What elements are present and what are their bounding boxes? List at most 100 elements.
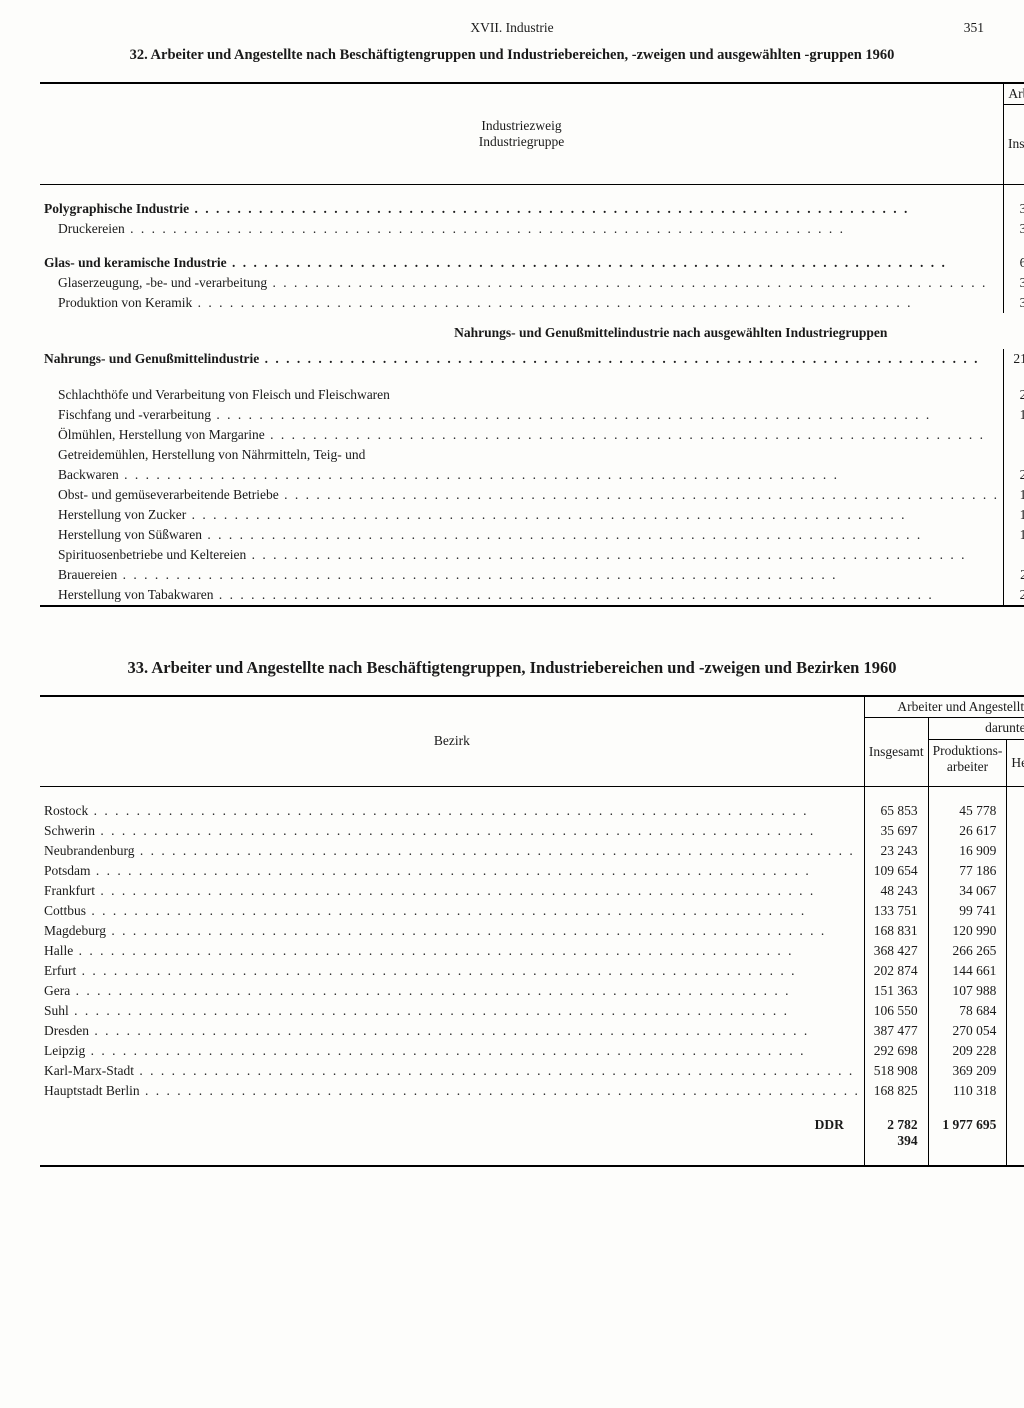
- cell: 14 127: [1004, 485, 1024, 505]
- cell: 35 697: [864, 821, 928, 841]
- row-label: Neubrandenburg: [40, 841, 864, 861]
- cell: 970: [1007, 921, 1024, 941]
- row-label: Spirituosenbetriebe und Keltereien: [40, 545, 1004, 565]
- cell: 77 186: [928, 861, 1007, 881]
- cell: 16 909: [928, 841, 1007, 861]
- cell: 151 363: [864, 981, 928, 1001]
- table-row: Produktion von Keramik31 82724 35122115 …: [40, 293, 1024, 313]
- row-label: Herstellung von Süßwaren: [40, 525, 1004, 545]
- cell: 34 067: [928, 881, 1007, 901]
- table-row: Leipzig292 698209 2285 067114 48713 139: [40, 1041, 1024, 1061]
- cell: 270 054: [928, 1021, 1007, 1041]
- cell: 66 796: [1004, 253, 1024, 273]
- row-label: Nahrungs- und Genußmittelindustrie: [40, 349, 1004, 385]
- cell: 31 827: [1004, 293, 1024, 313]
- cell: 103: [1007, 821, 1024, 841]
- row-label: Cottbus: [40, 901, 864, 921]
- cell: 13 219: [1004, 405, 1024, 425]
- cell: 26 617: [928, 821, 1007, 841]
- cell: 110 318: [928, 1081, 1007, 1101]
- table-row: Ölmühlen, Herstellung von Margarine4 381…: [40, 425, 1024, 445]
- row-label: Glas- und keramische Industrie: [40, 253, 1004, 273]
- cell: 107 988: [928, 981, 1007, 1001]
- cell: 368 427: [864, 941, 928, 961]
- col-span: Arbeiter und Angestellte (ohne Lehrlinge…: [1004, 83, 1024, 105]
- row-label: Druckereien: [40, 219, 1004, 239]
- table-row: Herstellung von Tabakwaren21 26018 15490…: [40, 585, 1024, 606]
- col-span: Arbeiter und Angestellte (ohne Lehrlinge…: [864, 696, 1024, 718]
- cell: 23 243: [864, 841, 928, 861]
- table-row: Herstellung von Süßwaren14 05711 333110 …: [40, 525, 1024, 545]
- cell: 2 632: [1007, 1081, 1024, 1101]
- row-label: Hauptstadt Berlin: [40, 1081, 864, 1101]
- table-row: Druckereien35 89727 86624715 3192 182: [40, 219, 1024, 239]
- table-row: Frankfurt48 24334 06736115 7592 646: [40, 881, 1024, 901]
- cell: 37 236: [1007, 1061, 1024, 1081]
- row-label: Gera: [40, 981, 864, 1001]
- cell: 292 698: [864, 1041, 928, 1061]
- table-row: Nahrungs- und Genußmittelindustrie211 40…: [40, 349, 1024, 385]
- cell: 4 381: [1004, 425, 1024, 445]
- col-prod: Produktions-arbeiter: [928, 739, 1007, 786]
- total-label: DDR: [40, 1115, 864, 1151]
- cell: 144 661: [928, 961, 1007, 981]
- row-label: Ölmühlen, Herstellung von Margarine: [40, 425, 1004, 445]
- table-row: Schwerin35 69726 61710312 8231 933: [40, 821, 1024, 841]
- table-row: Herstellung von Zucker16 64412 491—6 056…: [40, 505, 1024, 525]
- table-row: Polygraphische Industrie38 66729 8133381…: [40, 199, 1024, 219]
- row-label: Polygraphische Industrie: [40, 199, 1004, 219]
- table-32: IndustriezweigIndustriegruppeArbeiter un…: [40, 82, 1024, 607]
- col-heim: Heimarbeiter: [1007, 739, 1024, 786]
- row-label: Dresden: [40, 1021, 864, 1041]
- table-row: Dresden387 477270 05416 702171 36316 167: [40, 1021, 1024, 1041]
- row-label: Leipzig: [40, 1041, 864, 1061]
- cell: 16 702: [1007, 1021, 1024, 1041]
- total-row: DDR2 782 3941 977 69583 4981 097 770127 …: [40, 1115, 1024, 1151]
- row-label: Produktion von Keramik: [40, 293, 1004, 313]
- cell: 78 684: [928, 1001, 1007, 1021]
- cell: 29 848: [1004, 385, 1024, 405]
- row-label: Rostock: [40, 801, 864, 821]
- cell: 361: [1007, 881, 1024, 901]
- table-row: Halle368 427266 2651 120115 08119 991: [40, 941, 1024, 961]
- row-label: Schlachthöfe und Verarbeitung von Fleisc…: [40, 385, 1004, 405]
- subhead: Nahrungs- und Genußmittelindustrie nach …: [40, 313, 1024, 349]
- cell: [1004, 445, 1024, 465]
- row-label: Halle: [40, 941, 864, 961]
- row-label: Glaserzeugung, -be- und -verarbeitung: [40, 273, 1004, 293]
- table-row: Neubrandenburg23 24316 909146 6271 385: [40, 841, 1024, 861]
- page-number: 351: [964, 20, 984, 36]
- cell: 48 243: [864, 881, 928, 901]
- cell: 8 288: [1004, 545, 1024, 565]
- cell: 99 741: [928, 901, 1007, 921]
- table-row: Erfurt202 874144 6619 94286 1329 601: [40, 961, 1024, 981]
- table-row: Fischfang und -verarbeitung13 21910 6446…: [40, 405, 1024, 425]
- table-33-title: 33. Arbeiter und Angestellte nach Beschä…: [40, 657, 984, 679]
- table-33: BezirkArbeiter und Angestellte (ohne Leh…: [40, 695, 1024, 1167]
- cell: 1 977 695: [928, 1115, 1007, 1151]
- cell: 2 782 394: [864, 1115, 928, 1151]
- cell: 4 521: [1007, 1001, 1024, 1021]
- row-label: Schwerin: [40, 821, 864, 841]
- cell: 209 228: [928, 1041, 1007, 1061]
- cell: 65 853: [864, 801, 928, 821]
- table-row: Spirituosenbetriebe und Keltereien8 2886…: [40, 545, 1024, 565]
- table-row: Karl-Marx-Stadt518 908369 20937 236251 0…: [40, 1061, 1024, 1081]
- cell: 130: [1007, 801, 1024, 821]
- cell: 387 477: [864, 1021, 928, 1041]
- cell: 109 654: [864, 861, 928, 881]
- col-label: IndustriezweigIndustriegruppe: [40, 83, 1004, 184]
- table-row: Cottbus133 75199 74135847 4266 592: [40, 901, 1024, 921]
- page-header: XVII. Industrie 351: [40, 20, 984, 36]
- row-label: Suhl: [40, 1001, 864, 1021]
- cell: 133 751: [864, 901, 928, 921]
- row-label: Fischfang und -verarbeitung: [40, 405, 1004, 425]
- table-row: Rostock65 85345 77813016 7593 994: [40, 801, 1024, 821]
- row-label: Herstellung von Zucker: [40, 505, 1004, 525]
- col-insg: Insgesamt: [1004, 104, 1024, 184]
- cell: 106 550: [864, 1001, 928, 1021]
- row-label: Getreidemühlen, Herstellung von Nährmitt…: [40, 445, 1004, 465]
- row-label: Brauereien: [40, 565, 1004, 585]
- table-row: Getreidemühlen, Herstellung von Nährmitt…: [40, 445, 1024, 465]
- cell: 21 260: [1004, 585, 1024, 606]
